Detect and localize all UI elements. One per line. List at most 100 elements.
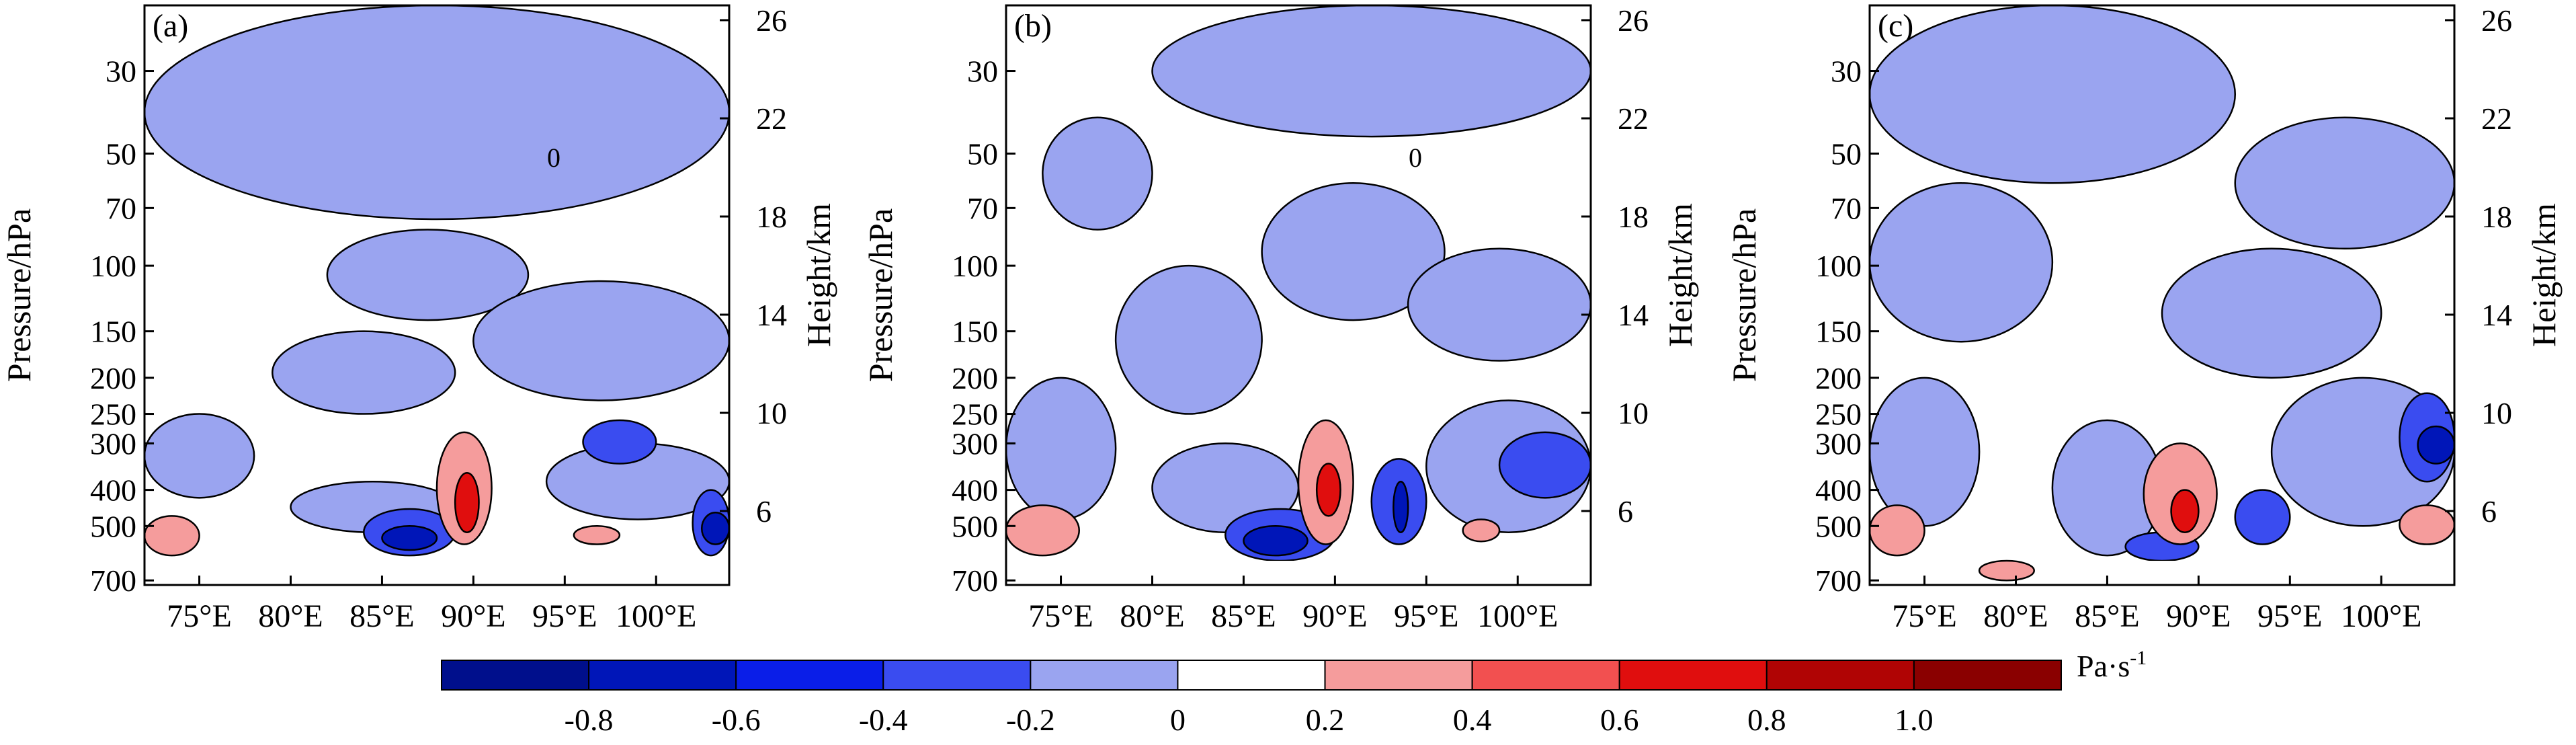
x-tick-label: 85°E: [1211, 598, 1276, 634]
contour-region-lt: [1407, 247, 1591, 362]
x-tick-label: 100°E: [1477, 598, 1559, 634]
y-tick-label: 700: [90, 563, 136, 598]
contour-region-lt: [1870, 377, 1981, 527]
contour-region-lt: [326, 229, 530, 321]
y2-tick-label: 26: [2481, 3, 2512, 38]
contour-region-r1: [573, 525, 621, 545]
y-tick-label: 30: [967, 54, 998, 89]
contour-region-r2: [2170, 489, 2200, 533]
y2-tick-label: 18: [756, 200, 787, 234]
y-tick-label: 300: [952, 426, 998, 461]
y-tick-label: 70: [106, 191, 136, 225]
contour-region-r1: [2399, 504, 2454, 545]
y2-tick-label: 6: [756, 494, 772, 528]
colorbar-box: [882, 660, 1032, 691]
y-tick-label: 70: [1831, 191, 1862, 225]
contour-region-d2: [1393, 481, 1409, 533]
colorbar-tick-label: 0.8: [1747, 703, 1786, 737]
terrain-mask: [1261, 561, 1390, 585]
y2-tick-label: 26: [756, 3, 787, 38]
y-tick-label: 30: [106, 54, 136, 89]
contour-region-lt: [2234, 116, 2454, 250]
y-axis-title: Pressure/hPa: [0, 208, 38, 382]
colorbar-unit-exponent: -1: [2130, 647, 2147, 669]
x-tick-label: 75°E: [167, 598, 232, 634]
contour-region-d1: [1498, 431, 1591, 499]
colorbar-tick-label: 0.4: [1453, 703, 1492, 737]
y-tick-label: 50: [967, 136, 998, 171]
y-axis-title: Pressure/hPa: [1725, 208, 1763, 382]
panel-label: (c): [1878, 8, 1913, 44]
colorbar-tick-label: 0: [1170, 703, 1186, 737]
y-tick-label: 250: [952, 397, 998, 432]
contour-region-lt: [2161, 247, 2382, 379]
contour-region-r1: [144, 515, 200, 557]
y2-axis-title: Height/km: [1661, 203, 1699, 347]
y-tick-label: 300: [90, 426, 136, 461]
y-tick-label: 100: [90, 249, 136, 283]
colorbar-box: [1177, 660, 1326, 691]
contour-region-d1: [2234, 489, 2291, 545]
y2-axis-title: Height/km: [2525, 203, 2563, 347]
contour-region-lt: [1114, 264, 1263, 415]
colorbar-box: [588, 660, 737, 691]
x-tick-label: 80°E: [1983, 598, 2048, 634]
panel-label: (b): [1014, 8, 1052, 44]
contour-region-d2: [381, 525, 438, 551]
y-tick-label: 500: [1815, 509, 1862, 543]
contour-region-d2: [2417, 425, 2454, 465]
y2-tick-label: 18: [2481, 200, 2512, 234]
plot-area: 0: [1006, 5, 1591, 585]
colorbar-box: [735, 660, 884, 691]
y2-tick-label: 14: [2481, 298, 2512, 332]
colorbar-box: [1618, 660, 1768, 691]
colorbar-unit-text: Pa·s: [2077, 649, 2130, 683]
contour-region-lt: [144, 5, 729, 221]
y2-tick-label: 6: [1618, 494, 1633, 528]
colorbar-box: [1324, 660, 1473, 691]
x-tick-label: 75°E: [1028, 598, 1093, 634]
x-tick-label: 90°E: [1302, 598, 1368, 634]
contour-region-r1: [1978, 559, 2035, 582]
x-tick-label: 95°E: [532, 598, 597, 634]
y-tick-label: 400: [952, 473, 998, 508]
y-tick-label: 50: [106, 136, 136, 171]
x-tick-label: 90°E: [2166, 598, 2231, 634]
colorbar-ticks: -0.8 -0.6 -0.4 -0.2 0 0.2 0.4 0.6 0.8 1.0: [565, 703, 1934, 737]
y2-tick-label: 6: [2481, 494, 2497, 528]
colorbar-box: [1471, 660, 1620, 691]
terrain-mask: [565, 561, 711, 585]
y-tick-label: 100: [952, 249, 998, 283]
y-tick-label: 250: [1815, 397, 1862, 432]
colorbar-tick-label: -0.6: [712, 703, 761, 737]
contour-region-lt: [1151, 5, 1591, 138]
terrain-mask: [2272, 561, 2418, 585]
y2-tick-label: 14: [756, 298, 787, 332]
colorbar-tick-label: 0.2: [1306, 703, 1345, 737]
y2-tick-label: 26: [1618, 3, 1649, 38]
x-tick-label: 95°E: [1394, 598, 1459, 634]
colorbar-box: [1765, 660, 1915, 691]
x-tick-label: 80°E: [1120, 598, 1185, 634]
contour-region-d1: [582, 419, 657, 465]
colorbar-unit: Pa·s-1: [2077, 647, 2147, 683]
panel-1: 0 (a) 75°E 80°E 85°E 90°E 95°E 100°E 30 50 70 100 15…: [0, 3, 837, 634]
terrain-mask: [1006, 561, 1079, 585]
terrain-mask: [1408, 561, 1554, 585]
panel-3: (c) 75°E 80°E 85°E 90°E 95°E 100°E 30 50 70 100 150…: [1725, 3, 2563, 634]
x-tick-label: 80°E: [258, 598, 323, 634]
y2-tick-label: 22: [1618, 102, 1649, 136]
contour-region-r2: [1315, 463, 1341, 517]
plot-frame: [1005, 4, 1592, 586]
contour-region-d2: [1243, 525, 1308, 557]
x-tick-label: 75°E: [1892, 598, 1957, 634]
contour-region-d2: [700, 511, 729, 545]
x-tick-label: 90°E: [441, 598, 506, 634]
x-tick-label: 100°E: [2341, 598, 2422, 634]
x-tick-label: 95°E: [2257, 598, 2323, 634]
x-tick-label: 85°E: [2075, 598, 2140, 634]
y-tick-label: 200: [90, 361, 136, 395]
y-tick-label: 700: [1815, 563, 1862, 598]
colorbar-box: [1913, 660, 2063, 691]
